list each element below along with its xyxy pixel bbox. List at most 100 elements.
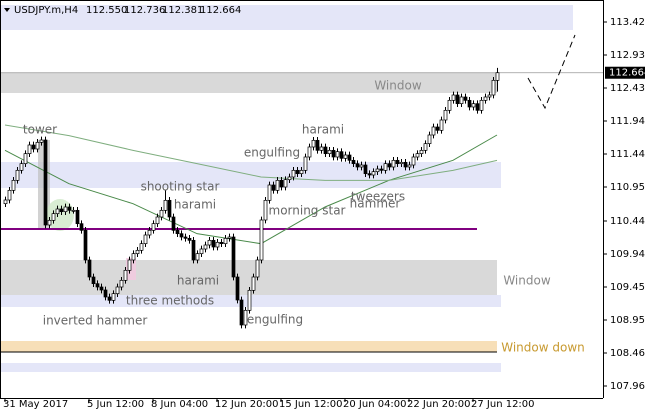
candle-body	[267, 184, 272, 201]
open: 112.550	[86, 5, 127, 16]
annotation: harami	[302, 123, 344, 137]
candle-body	[311, 139, 316, 148]
candle-body	[379, 168, 384, 171]
x-tick-label: 27 Jun 12:00	[471, 399, 535, 409]
candle-body	[435, 126, 440, 131]
y-tick-label: 111.940	[610, 116, 645, 127]
candle-body	[323, 146, 328, 155]
candle-body	[419, 149, 424, 155]
moving-average	[4, 124, 498, 181]
candle-body	[403, 161, 408, 168]
candle-body	[99, 286, 104, 291]
candle-body	[291, 169, 296, 178]
candle-body	[303, 156, 308, 171]
y-tick-label: 107.965	[610, 381, 645, 392]
candle-body	[171, 216, 176, 231]
candle-body	[139, 243, 144, 251]
close: 112.664	[200, 5, 241, 16]
candle-body	[459, 96, 464, 105]
annotation: tweezers	[351, 190, 405, 204]
candle-body	[115, 286, 120, 295]
candle-body	[107, 296, 112, 301]
candle-body	[367, 173, 372, 176]
annotation: Window down	[501, 341, 585, 355]
candle-body	[283, 179, 288, 188]
candle-body	[75, 209, 80, 225]
candle-body	[455, 94, 460, 105]
x-tick-label: 15 Jun 12:00	[279, 399, 343, 409]
high: 112.736	[124, 5, 165, 16]
candle-body	[271, 184, 276, 191]
candle-body	[319, 146, 324, 151]
candle-body	[27, 144, 32, 155]
candle-body	[163, 199, 168, 211]
candle-body	[251, 276, 256, 291]
candle-body	[359, 164, 364, 168]
candle-body	[439, 119, 444, 131]
candle-body	[423, 143, 428, 151]
candle-body	[467, 99, 472, 108]
candle-body	[399, 161, 404, 165]
candle-body	[259, 219, 264, 261]
plot	[0, 67, 603, 353]
candle-body	[383, 163, 388, 171]
candle-body	[371, 171, 376, 176]
candle-body	[411, 156, 416, 166]
y-tick-label: 110.950	[610, 182, 645, 193]
candle-body	[483, 96, 488, 101]
zone	[0, 5, 573, 30]
candle-body	[195, 253, 200, 261]
candle-body	[147, 229, 152, 236]
candle-body	[415, 153, 420, 158]
candle-body	[151, 223, 156, 231]
candle-body	[495, 72, 500, 81]
annotation: harami	[177, 274, 219, 288]
candle-body	[327, 149, 332, 155]
candle-body	[351, 159, 356, 165]
annotation: engulfing	[244, 146, 300, 160]
candle-body	[175, 229, 180, 235]
candle-body	[183, 236, 188, 239]
x-tick-label: 20 Jun 04:00	[343, 399, 407, 409]
candle-body	[211, 239, 216, 248]
candle-body	[15, 169, 20, 181]
candle-body	[227, 236, 232, 239]
candle-body	[31, 144, 36, 150]
candle-body	[179, 233, 184, 238]
candle-body	[111, 293, 116, 301]
candle-body	[35, 141, 40, 150]
candle-body	[243, 309, 248, 326]
candle-body	[479, 99, 484, 111]
candle-body	[447, 99, 452, 111]
candle-body	[407, 164, 412, 168]
candle-body	[487, 94, 492, 98]
forecast-line	[527, 34, 576, 110]
candle-body	[235, 276, 240, 301]
annotation: Window	[374, 79, 422, 93]
candle-body	[19, 163, 24, 171]
candle-body	[7, 189, 12, 201]
x-tick-label: 5 Jun 12:00	[87, 399, 144, 409]
annotation: inverted hammer	[43, 314, 148, 328]
candle-body	[295, 169, 300, 175]
annotation: tower	[23, 123, 57, 137]
candle-body	[219, 241, 224, 245]
candle-body	[307, 146, 312, 158]
candle-body	[215, 241, 220, 248]
candle-body	[475, 103, 480, 111]
x-tick-label: 12 Jun 20:00	[215, 399, 279, 409]
candle-body	[395, 159, 400, 165]
y-tick-label: 110.440	[610, 216, 645, 227]
candle-body	[263, 199, 268, 221]
candle-body	[51, 213, 56, 221]
y-tick-label: 108.460	[610, 348, 645, 359]
candle-body	[3, 199, 8, 205]
candle-body	[199, 248, 204, 255]
candle-body	[347, 154, 352, 161]
candle-body	[135, 249, 140, 255]
annotation: hammer	[350, 197, 401, 211]
y-tick-label: 113.425	[610, 17, 645, 28]
candle-body	[87, 259, 92, 278]
candle-body	[191, 239, 196, 261]
